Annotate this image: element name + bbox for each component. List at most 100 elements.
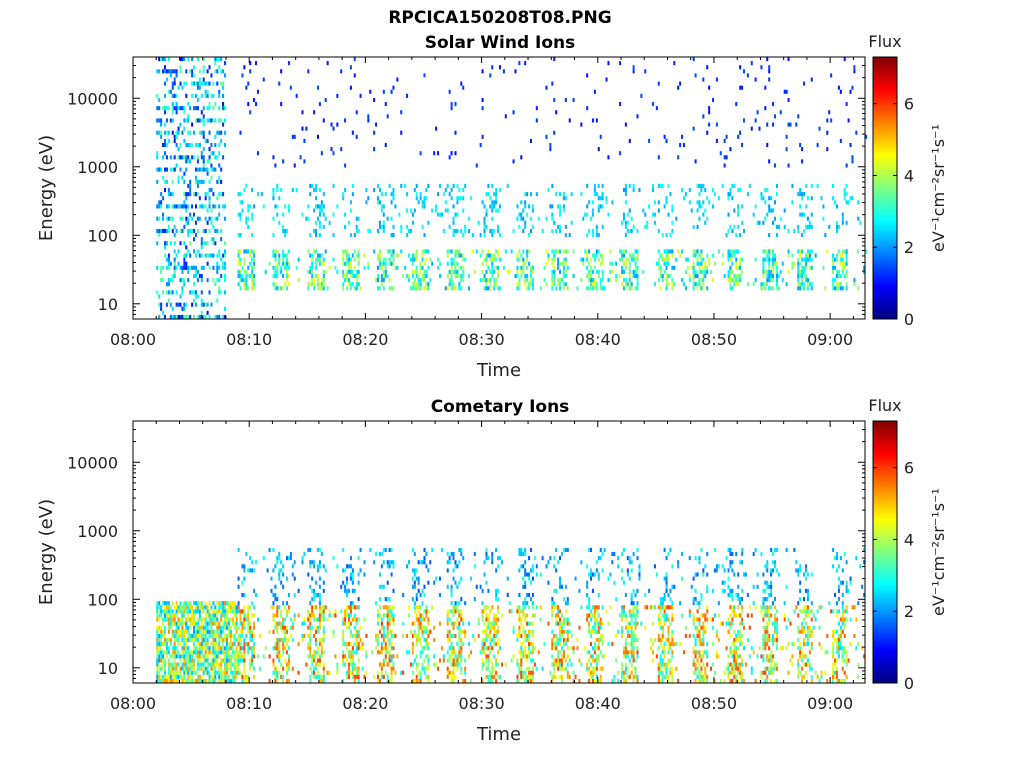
heatmap-cell: [713, 261, 716, 266]
heatmap-cell: [801, 278, 804, 283]
heatmap-cell: [423, 233, 426, 238]
heatmap-cell: [824, 233, 827, 238]
heatmap-cell: [721, 253, 724, 258]
heatmap-cell: [191, 228, 194, 234]
heatmap-cell: [216, 642, 219, 647]
heatmap-cell: [342, 654, 345, 659]
heatmap-cell: [487, 192, 490, 197]
heatmap-cell: [555, 617, 558, 622]
heatmap-cell: [220, 118, 223, 123]
heatmap-cell: [285, 662, 289, 667]
heatmap-cell: [208, 65, 211, 70]
heatmap-cell: [497, 228, 500, 234]
heatmap-cell: [235, 605, 238, 610]
heatmap-cell: [316, 625, 319, 630]
heatmap-cell: [183, 629, 186, 634]
heatmap-cell: [382, 637, 385, 643]
heatmap-cell: [313, 249, 316, 254]
heatmap-cell: [737, 678, 740, 683]
heatmap-cell: [417, 670, 420, 675]
heatmap-cell: [202, 163, 205, 168]
heatmap-cell: [462, 257, 465, 262]
heatmap-cell: [200, 81, 203, 86]
heatmap-cell: [280, 654, 283, 659]
heatmap-cell: [357, 253, 360, 258]
heatmap-cell: [454, 650, 457, 655]
heatmap-cell: [200, 179, 203, 184]
heatmap-cell: [621, 629, 624, 634]
heatmap-cell: [282, 249, 285, 254]
heatmap-cell: [801, 212, 804, 217]
heatmap-cell: [529, 192, 533, 197]
heatmap-cell: [497, 253, 500, 258]
heatmap-cell: [173, 658, 176, 663]
heatmap-cell: [163, 241, 167, 246]
heatmap-cell: [243, 249, 246, 254]
heatmap-cell: [559, 621, 562, 626]
heatmap-cell: [260, 192, 263, 197]
heatmap-cell: [380, 204, 383, 209]
heatmap-cell: [661, 233, 664, 238]
heatmap-cell: [169, 302, 172, 307]
heatmap-cell: [516, 609, 519, 614]
heatmap-cell: [419, 617, 422, 622]
heatmap-cell: [632, 646, 635, 651]
heatmap-cell: [599, 204, 602, 209]
heatmap-cell: [347, 257, 350, 262]
heatmap-cell: [495, 633, 498, 638]
heatmap-cell: [181, 654, 184, 659]
heatmap-cell: [535, 192, 538, 197]
heatmap-cell: [611, 269, 614, 274]
heatmap-cell: [497, 609, 500, 614]
heatmap-cell: [218, 278, 221, 283]
heatmap-cell: [739, 637, 742, 643]
heatmap-cell: [179, 314, 182, 319]
heatmap-cell: [659, 265, 662, 270]
heatmap-cell: [163, 179, 167, 184]
heatmap-cell: [187, 249, 190, 254]
heatmap-cell: [355, 605, 358, 610]
heatmap-cell: [222, 605, 225, 610]
heatmap-cell: [835, 269, 838, 274]
heatmap-cell: [231, 654, 234, 659]
heatmap-cell: [183, 110, 186, 115]
heatmap-cell: [607, 278, 610, 283]
heatmap-cell: [481, 278, 484, 283]
heatmap-cell: [663, 642, 666, 647]
heatmap-cell: [173, 249, 176, 254]
heatmap-cell: [626, 666, 629, 671]
heatmap-cell: [481, 200, 484, 205]
heatmap-cell: [202, 134, 205, 139]
heatmap-cell: [733, 278, 736, 283]
heatmap-cell: [522, 642, 525, 647]
heatmap-cell: [179, 294, 182, 299]
heatmap-cell: [512, 228, 515, 234]
heatmap-cell: [194, 167, 197, 172]
heatmap-cell: [417, 629, 420, 634]
heatmap-cell: [243, 269, 246, 274]
heatmap-cell: [454, 265, 457, 270]
heatmap-cell: [762, 249, 765, 254]
heatmap-cell: [487, 286, 490, 291]
heatmap-cell: [280, 625, 283, 630]
heatmap-cell: [247, 81, 250, 86]
heatmap-cell: [237, 282, 240, 287]
heatmap-cell: [528, 670, 531, 675]
heatmap-cell: [222, 613, 225, 618]
heatmap-cell: [158, 601, 161, 606]
heatmap-cell: [394, 204, 397, 209]
heatmap-cell: [851, 155, 854, 160]
heatmap-cell: [609, 261, 612, 266]
heatmap-cell: [342, 629, 345, 634]
heatmap-cell: [173, 678, 176, 683]
heatmap-cell: [163, 678, 167, 683]
heatmap-cell: [593, 192, 596, 197]
heatmap-cell: [737, 273, 740, 279]
heatmap-cell: [456, 654, 459, 659]
heatmap-cell: [224, 106, 227, 111]
heatmap-cell: [516, 204, 519, 209]
heatmap-cell: [287, 662, 290, 667]
heatmap-cell: [766, 273, 769, 279]
heatmap-cell: [721, 621, 724, 626]
heatmap-cell: [698, 629, 701, 634]
